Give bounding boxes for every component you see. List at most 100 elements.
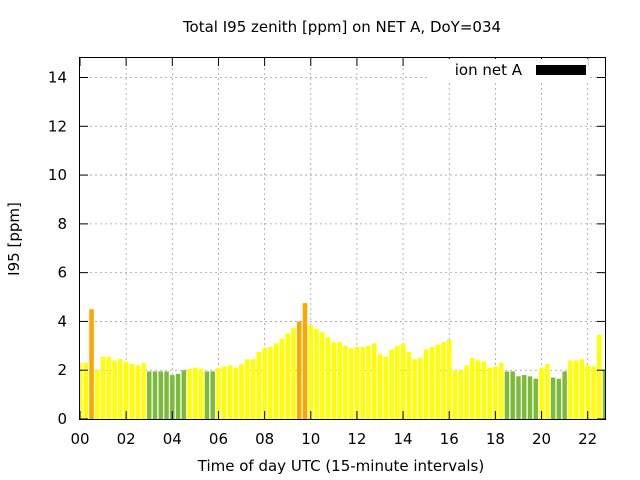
bar	[175, 373, 181, 419]
bar	[320, 332, 325, 419]
bar	[504, 371, 510, 419]
bar	[360, 347, 365, 419]
bar	[193, 367, 198, 419]
bar	[262, 348, 267, 419]
y-axis-label: I95 [ppm]	[5, 202, 23, 276]
x-tick-label: 10	[301, 430, 320, 448]
bar	[146, 371, 152, 419]
bar	[210, 371, 215, 419]
bar	[100, 356, 106, 419]
bar	[331, 342, 337, 419]
bar	[80, 362, 83, 419]
y-tick-label: 10	[48, 166, 67, 184]
y-tick-label: 14	[48, 69, 67, 87]
bar	[118, 359, 123, 419]
bar	[596, 334, 602, 419]
x-tick-label: 16	[440, 430, 459, 448]
bar	[579, 359, 585, 419]
bar	[533, 378, 539, 419]
x-tick-label: 14	[394, 430, 413, 448]
bar	[470, 358, 475, 419]
bar	[83, 362, 89, 419]
bar	[227, 365, 233, 419]
y-tick-label: 0	[57, 410, 67, 428]
legend-swatch	[536, 65, 586, 75]
bar	[268, 347, 273, 419]
bar	[516, 376, 521, 419]
bar	[314, 328, 319, 419]
x-tick-label: 22	[578, 430, 597, 448]
bar	[406, 351, 412, 419]
bar	[279, 338, 285, 419]
bar	[591, 366, 596, 419]
bar	[216, 367, 221, 419]
x-tick-label: 06	[209, 430, 228, 448]
bar	[446, 339, 452, 419]
bar	[158, 371, 164, 419]
bar	[400, 343, 406, 419]
bar	[568, 360, 573, 419]
bar	[510, 371, 515, 419]
bar	[89, 309, 94, 419]
x-tick-label: 08	[255, 430, 274, 448]
bar	[464, 365, 469, 419]
bar	[112, 360, 117, 419]
bar	[452, 370, 458, 419]
bar	[423, 349, 429, 419]
bar	[325, 337, 331, 419]
bar	[129, 364, 135, 419]
bar	[429, 347, 435, 419]
bars	[80, 303, 605, 419]
bar	[366, 345, 371, 419]
x-tick-label: 18	[486, 430, 505, 448]
bar	[250, 359, 256, 419]
bar	[412, 359, 417, 419]
y-tick-label: 6	[57, 264, 67, 282]
bar	[141, 362, 146, 419]
bar	[233, 367, 239, 419]
bar	[187, 368, 192, 419]
bar	[164, 371, 169, 419]
bar	[475, 360, 481, 419]
bar	[527, 376, 533, 419]
bar	[562, 371, 567, 419]
legend-background	[428, 59, 588, 81]
bar	[377, 354, 383, 419]
bar	[181, 370, 187, 419]
y-tick-label: 8	[57, 215, 67, 233]
bar	[539, 367, 544, 419]
bar	[435, 344, 440, 419]
bar	[170, 375, 175, 419]
bar	[493, 366, 498, 419]
x-tick-label: 04	[163, 430, 182, 448]
bar	[458, 370, 464, 419]
bar	[602, 370, 605, 419]
legend-label: ion net A	[455, 61, 523, 79]
bar	[106, 356, 112, 419]
legend: ion net A	[428, 59, 588, 81]
x-tick-label: 12	[347, 430, 366, 448]
bar	[371, 343, 377, 419]
bar	[302, 303, 308, 419]
bar	[441, 342, 446, 419]
bar	[395, 345, 400, 419]
bar	[521, 375, 527, 419]
y-tick-label: 2	[57, 361, 67, 379]
bar	[343, 345, 348, 419]
bar	[239, 364, 244, 419]
bar	[585, 365, 590, 419]
bar	[556, 378, 562, 419]
bar	[337, 342, 342, 419]
bar	[354, 347, 360, 419]
x-tick-label: 20	[532, 430, 551, 448]
bar	[573, 360, 579, 419]
bar	[348, 348, 354, 419]
grid-lines	[80, 58, 605, 419]
plot-frame	[79, 57, 606, 420]
bar	[221, 366, 227, 419]
x-axis-label: Time of day UTC (15-minute intervals)	[197, 457, 484, 475]
bar	[204, 371, 210, 419]
bar	[95, 370, 100, 419]
